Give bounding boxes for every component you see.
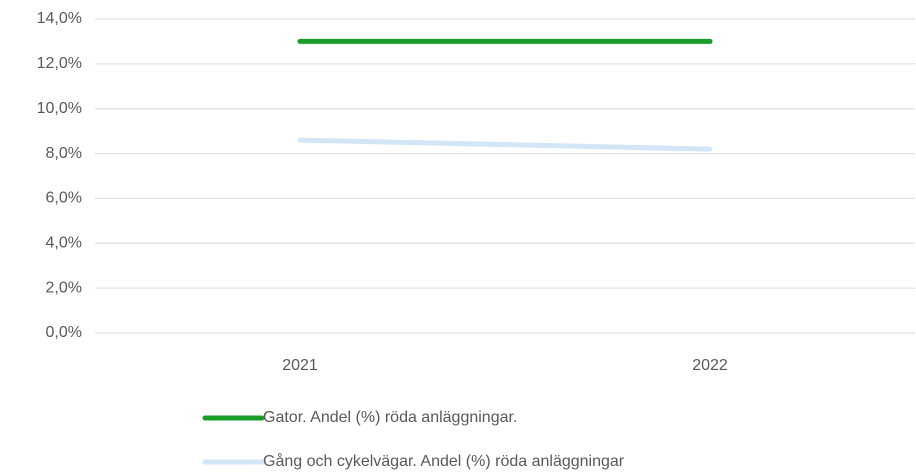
y-tick-label: 10,0% (37, 100, 82, 117)
x-tick-label: 2022 (692, 357, 728, 374)
y-tick-label: 0,0% (46, 324, 82, 341)
legend-label: Gång och cykelvägar. Andel (%) röda anlä… (263, 452, 625, 470)
y-tick-label: 6,0% (46, 190, 82, 207)
x-tick-label: 2021 (282, 357, 318, 374)
y-tick-label: 12,0% (37, 55, 82, 72)
legend-label: Gator. Andel (%) röda anläggningar. (263, 409, 517, 426)
y-tick-label: 8,0% (46, 145, 82, 162)
y-tick-label: 2,0% (46, 279, 82, 296)
y-tick-label: 4,0% (46, 235, 82, 252)
series-line (297, 137, 713, 152)
y-tick-label: 14,0% (37, 10, 82, 27)
